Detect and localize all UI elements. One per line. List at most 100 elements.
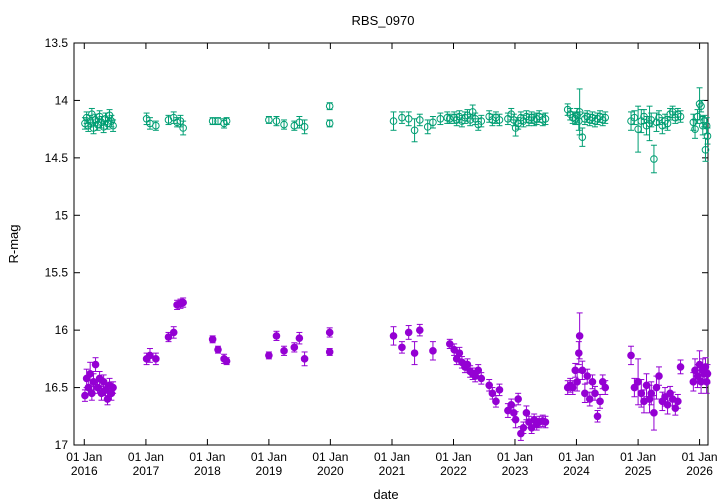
- x-tick-label-line1: 01 Jan: [189, 450, 225, 464]
- x-tick-label-line1: 01 Jan: [312, 450, 348, 464]
- data-point: [214, 345, 222, 354]
- data-point: [581, 389, 589, 398]
- data-point: [514, 395, 522, 403]
- x-tick-label-line1: 01 Jan: [374, 450, 410, 464]
- data-point: [290, 121, 299, 130]
- data-point: [485, 381, 493, 390]
- data-point: [220, 119, 228, 128]
- data-point: [575, 332, 584, 340]
- x-tick-label-line2: 2018: [194, 464, 221, 478]
- data-point: [703, 132, 712, 140]
- data-point: [583, 372, 592, 380]
- data-point: [429, 118, 437, 127]
- data-point: [325, 102, 334, 110]
- x-tick-label-line2: 2023: [502, 464, 529, 478]
- data-point: [466, 116, 474, 124]
- y-tick-label: 16.5: [45, 381, 69, 395]
- data-point: [702, 121, 711, 130]
- data-point: [647, 389, 656, 398]
- data-point: [691, 125, 699, 133]
- data-point: [109, 383, 117, 392]
- data-point: [423, 123, 432, 131]
- data-point: [591, 389, 599, 398]
- data-point: [169, 328, 178, 337]
- data-point: [109, 121, 117, 130]
- data-point: [661, 392, 669, 401]
- data-point: [222, 357, 231, 365]
- x-tick-label-line2: 2016: [71, 464, 98, 478]
- data-point: [627, 351, 635, 360]
- data-point: [208, 335, 217, 344]
- data-point: [578, 366, 587, 375]
- data-point: [652, 118, 661, 127]
- data-point: [265, 116, 273, 124]
- data-point: [676, 363, 685, 371]
- data-point: [495, 116, 504, 124]
- data-point: [568, 383, 577, 392]
- data-point: [146, 351, 154, 360]
- x-axis-label: date: [373, 487, 398, 502]
- data-point: [588, 378, 597, 386]
- data-series: [81, 87, 712, 441]
- data-point: [495, 386, 504, 394]
- y-tick-label: 15: [55, 208, 69, 222]
- data-point: [463, 360, 472, 369]
- series-group: [81, 87, 712, 174]
- data-point: [676, 112, 685, 121]
- data-point: [650, 155, 658, 163]
- data-point: [93, 383, 102, 392]
- data-point: [179, 124, 187, 132]
- y-axis-ticks: 13.5 14 14.5 15 15.5 16 16.5 17: [45, 36, 708, 452]
- data-point: [468, 108, 477, 116]
- data-point: [488, 389, 497, 398]
- data-point: [410, 126, 419, 135]
- data-point: [429, 347, 437, 355]
- data-point: [578, 133, 587, 141]
- x-tick-label-line2: 2025: [625, 464, 652, 478]
- data-point: [655, 372, 663, 380]
- x-tick-label-line1: 01 Jan: [558, 450, 594, 464]
- data-point: [455, 112, 464, 121]
- data-point: [179, 298, 187, 307]
- data-point: [541, 115, 550, 123]
- data-point: [389, 117, 398, 125]
- data-point: [563, 105, 572, 114]
- data-point: [541, 418, 550, 426]
- x-tick-label-line1: 01 Jan: [66, 450, 102, 464]
- data-point: [404, 328, 413, 337]
- y-tick-label: 14: [55, 93, 69, 107]
- data-point: [416, 326, 424, 334]
- data-point: [295, 118, 304, 127]
- data-point: [86, 117, 94, 125]
- data-point: [697, 102, 705, 110]
- data-point: [652, 383, 661, 392]
- y-axis-label: R-mag: [6, 224, 21, 263]
- y-tick-label: 17: [55, 438, 69, 452]
- x-tick-label-line1: 01 Jan: [435, 450, 471, 464]
- data-point: [272, 332, 281, 340]
- data-point: [507, 401, 516, 409]
- data-point: [492, 397, 500, 406]
- y-tick-label: 14.5: [45, 151, 69, 165]
- y-tick-label: 13.5: [45, 36, 69, 50]
- data-point: [519, 423, 528, 432]
- data-point: [389, 332, 398, 340]
- data-point: [661, 117, 669, 125]
- data-point: [152, 121, 160, 130]
- x-tick-label-line1: 01 Jan: [682, 450, 718, 464]
- data-point: [103, 395, 112, 403]
- x-tick-label-line1: 01 Jan: [128, 450, 164, 464]
- data-point: [81, 391, 89, 400]
- data-point: [398, 343, 406, 352]
- data-point: [325, 328, 334, 337]
- data-point: [650, 409, 658, 417]
- data-point: [300, 123, 309, 131]
- series-group: [81, 297, 712, 441]
- plot-frame: [73, 42, 709, 446]
- data-point: [573, 378, 581, 386]
- x-tick-label-line2: 2019: [256, 464, 283, 478]
- y-tick-label: 16: [55, 323, 69, 337]
- data-point: [585, 395, 594, 403]
- data-point: [222, 117, 231, 125]
